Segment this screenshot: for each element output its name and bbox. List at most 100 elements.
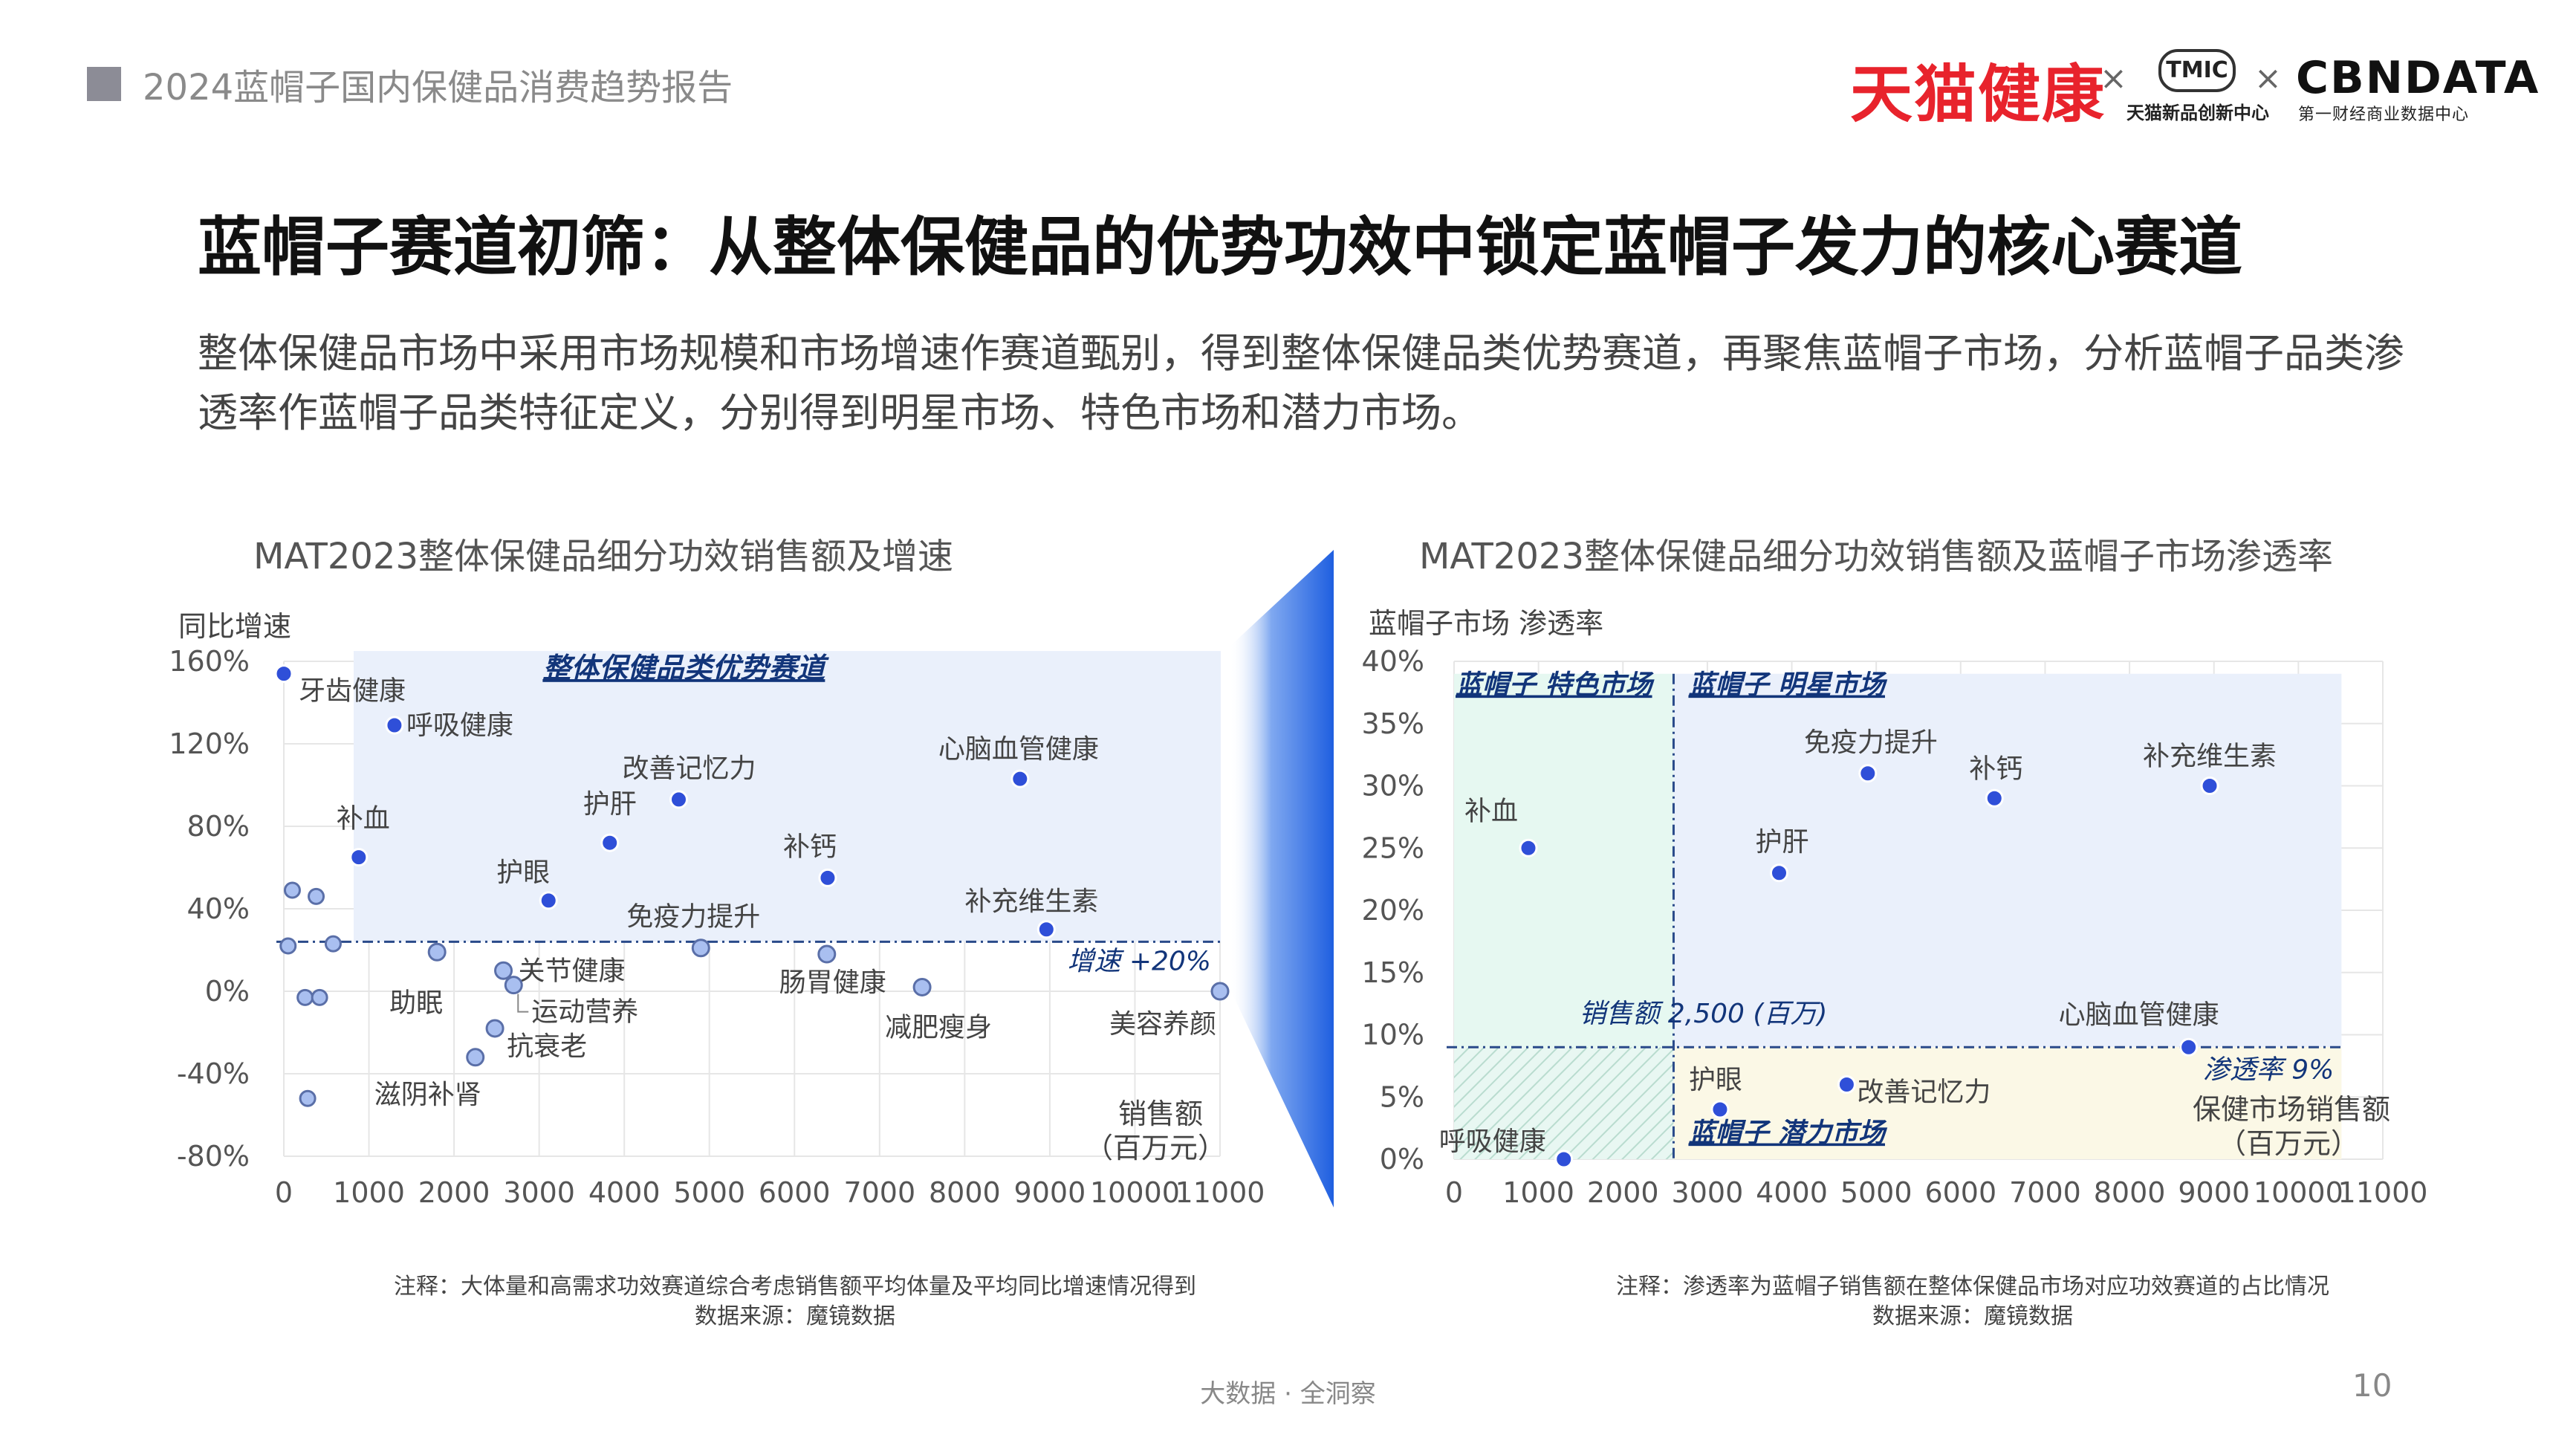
x-tick-label: 9000 bbox=[2178, 1176, 2250, 1209]
point-label: 运动营养 bbox=[531, 997, 638, 1028]
chart-left-xlabel-unit: （百万元） bbox=[1085, 1132, 1226, 1164]
y-tick-label: 40% bbox=[187, 892, 250, 925]
chart-left-note-text: 注释：大体量和高需求功效赛道综合考虑销售额平均体量及平均同比增速情况得到 bbox=[394, 1274, 1196, 1300]
scatter-point bbox=[818, 868, 837, 887]
chart-right-xlabel: 保健市场销售额 bbox=[2193, 1093, 2390, 1126]
chart-right: MAT2023整体保健品细分功效销售额及蓝帽子市场渗透率 蓝帽子市场 渗透率 销… bbox=[1362, 536, 2428, 1209]
y-tick-label: -40% bbox=[177, 1057, 250, 1090]
point-label: 护眼 bbox=[496, 858, 550, 888]
point-label: 护眼 bbox=[1689, 1065, 1742, 1095]
point-label: 免疫力提升 bbox=[1804, 727, 1938, 758]
x-tick-label: 1000 bbox=[333, 1176, 405, 1209]
y-tick-label: 5% bbox=[1380, 1080, 1424, 1113]
chart-left-threshold-label: 增速 +20% bbox=[1067, 946, 1211, 976]
y-tick-label: 0% bbox=[205, 975, 250, 1008]
report-title: 2024蓝帽子国内保健品消费趋势报告 bbox=[143, 67, 733, 108]
point-label: 抗衰老 bbox=[507, 1031, 587, 1062]
scatter-point bbox=[1985, 788, 2004, 808]
chart-left-y-ticks: -80% -40% 0% 40% 80% 120% 160% bbox=[169, 645, 250, 1173]
chart-right-penetration-threshold-label: 渗透率 9% bbox=[2203, 1054, 2335, 1085]
scatter-point bbox=[494, 961, 513, 980]
y-tick-label: 80% bbox=[187, 810, 250, 843]
footer-slogan: 大数据 · 全洞察 bbox=[1200, 1379, 1376, 1409]
point-label: 补充维生素 bbox=[964, 886, 1098, 917]
x-tick-label: 2000 bbox=[418, 1176, 490, 1209]
point-label: 补血 bbox=[337, 804, 390, 834]
point-label: 补充维生素 bbox=[2143, 742, 2277, 772]
cbndata-logo: CBNDATA bbox=[2296, 52, 2540, 104]
x-tick-label: 10000 bbox=[1090, 1176, 1180, 1209]
chart-right-special-region bbox=[1454, 673, 1674, 1048]
x-tick-label: 8000 bbox=[929, 1176, 1001, 1209]
logo-separator: × bbox=[2100, 59, 2127, 97]
scatter-point bbox=[385, 716, 404, 735]
scatter-point bbox=[349, 848, 369, 867]
scatter-point bbox=[2200, 777, 2219, 795]
x-tick-label: 8000 bbox=[2094, 1176, 2166, 1209]
scatter-point bbox=[1036, 920, 1056, 939]
chart-left-source-text: 数据来源：魔镜数据 bbox=[695, 1303, 895, 1329]
chart-right-potential-label: 蓝帽子 潜力市场 bbox=[1688, 1118, 1888, 1149]
x-tick-label: 11000 bbox=[2338, 1176, 2428, 1209]
scatter-point bbox=[1770, 863, 1788, 883]
point-label: 心脑血管健康 bbox=[938, 734, 1099, 765]
leader-line bbox=[517, 993, 529, 1013]
chart-right-source-text: 数据来源：魔镜数据 bbox=[1872, 1303, 2073, 1329]
y-tick-label: 25% bbox=[1362, 832, 1424, 864]
chart-right-ylabel: 蓝帽子市场 渗透率 bbox=[1369, 607, 1603, 640]
chart-right-sales-threshold-label: 销售额 2,500 (百万) bbox=[1579, 999, 1827, 1029]
y-tick-label: 30% bbox=[1362, 770, 1424, 803]
scatter-point bbox=[1837, 1075, 1856, 1094]
x-tick-label: 0 bbox=[275, 1176, 293, 1209]
scatter-point bbox=[283, 881, 301, 899]
scatter-point bbox=[485, 1019, 505, 1038]
x-tick-label: 10000 bbox=[2254, 1176, 2343, 1209]
scatter-point bbox=[817, 944, 837, 964]
x-tick-label: 6000 bbox=[759, 1176, 831, 1209]
point-label: 肠胃健康 bbox=[779, 967, 886, 998]
scatter-point bbox=[691, 939, 710, 958]
x-tick-label: 3000 bbox=[503, 1176, 575, 1209]
scatter-point bbox=[466, 1048, 485, 1067]
y-tick-label: 10% bbox=[1362, 1019, 1424, 1051]
scatter-point bbox=[1858, 764, 1878, 783]
chart-left: MAT2023整体保健品细分功效销售额及增速 同比增速 整体保健品类优势赛道 增… bbox=[169, 536, 1265, 1209]
chart-left-ylabel: 同比增速 bbox=[178, 610, 291, 643]
header-square-icon bbox=[87, 67, 121, 101]
chart-right-title: MAT2023整体保健品细分功效销售额及蓝帽子市场渗透率 bbox=[1419, 536, 2333, 577]
x-tick-label: 9000 bbox=[1014, 1176, 1086, 1209]
point-label: 免疫力提升 bbox=[626, 902, 760, 933]
point-label: 改善记忆力 bbox=[1857, 1077, 1991, 1108]
scatter-point bbox=[504, 976, 523, 995]
x-tick-label: 4000 bbox=[588, 1176, 661, 1209]
x-tick-label: 7000 bbox=[2009, 1176, 2081, 1209]
scatter-point bbox=[600, 833, 620, 852]
chart-left-xlabel: 销售额 bbox=[1118, 1098, 1203, 1130]
point-label: 呼吸健康 bbox=[406, 710, 513, 741]
scatter-point bbox=[1710, 1100, 1730, 1119]
tmic-logo: TMIC bbox=[2158, 49, 2236, 92]
y-tick-label: 40% bbox=[1362, 645, 1424, 678]
point-label: 补钙 bbox=[1969, 753, 2022, 784]
y-tick-label: 0% bbox=[1380, 1143, 1424, 1176]
x-tick-label: 5000 bbox=[1840, 1176, 1912, 1209]
point-label: 减肥瘦身 bbox=[885, 1012, 992, 1043]
y-tick-label: -80% bbox=[177, 1140, 250, 1173]
scatter-point bbox=[2179, 1037, 2199, 1057]
page-title: 蓝帽子赛道初筛：从整体保健品的优势功效中锁定蓝帽子发力的核心赛道 bbox=[198, 210, 2242, 285]
point-label: 补血 bbox=[1464, 796, 1518, 826]
chart-right-note-text: 注释：渗透率为蓝帽子销售额在整体保健品市场对应功效赛道的占比情况 bbox=[1616, 1274, 2329, 1300]
x-tick-label: 2000 bbox=[1587, 1176, 1659, 1209]
point-label: 心脑血管健康 bbox=[2059, 999, 2219, 1030]
scatter-point bbox=[912, 977, 932, 996]
x-tick-label: 1000 bbox=[1502, 1176, 1574, 1209]
chart-right-xlabel-unit: （百万元） bbox=[2218, 1127, 2359, 1160]
chart-right-x-ticks: 0 1000 2000 3000 4000 5000 6000 7000 8000 9000 100… bbox=[1445, 1176, 2428, 1209]
tmall-health-logo: 天猫健康 bbox=[1850, 58, 2106, 131]
point-label: 护肝 bbox=[583, 789, 637, 820]
chart-right-special-label: 蓝帽子 特色市场 bbox=[1456, 670, 1655, 701]
scatter-point bbox=[427, 942, 447, 962]
point-label: 滋阴补肾 bbox=[374, 1080, 481, 1110]
